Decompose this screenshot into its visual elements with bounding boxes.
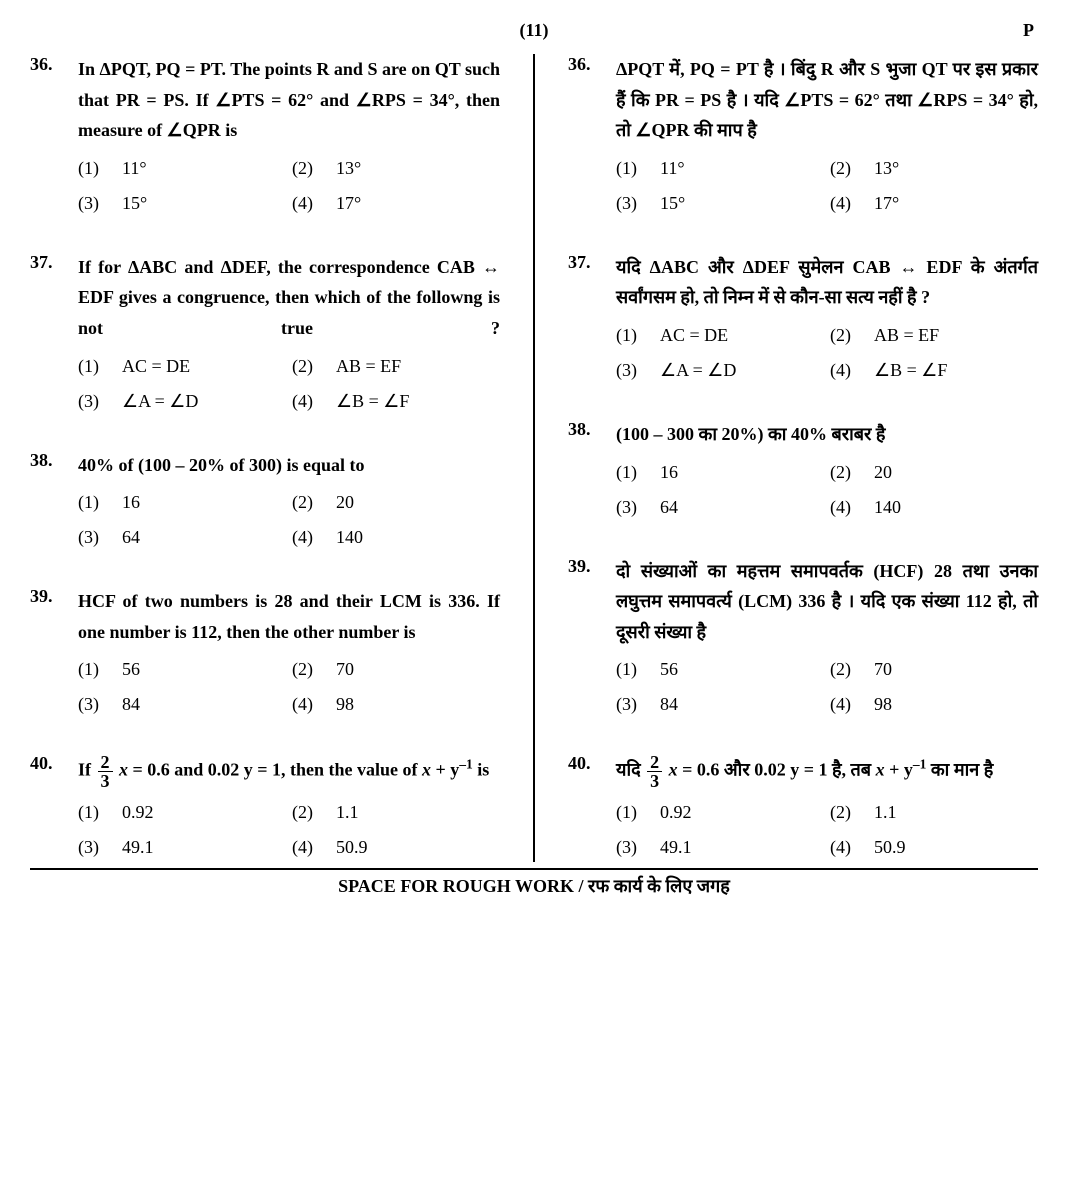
option-2: (2)1.1 bbox=[292, 802, 500, 823]
option-2: (2)13° bbox=[830, 158, 1038, 179]
question-number: 38. bbox=[568, 419, 616, 518]
page-number: (11) bbox=[520, 20, 549, 41]
option-2: (2)AB = EF bbox=[830, 325, 1038, 346]
question-text: HCF of two numbers is 28 and their LCM i… bbox=[78, 586, 500, 647]
question-text: 40% of (100 – 20% of 300) is equal to bbox=[78, 450, 500, 481]
question-39-en: 39. HCF of two numbers is 28 and their L… bbox=[30, 586, 500, 715]
option-1: (1)0.92 bbox=[616, 802, 824, 823]
question-39-hi: 39. दो संख्याओं का महत्तम समापवर्तक (HCF… bbox=[568, 556, 1038, 716]
option-3: (3)∠A = ∠D bbox=[78, 391, 286, 412]
question-number: 37. bbox=[568, 252, 616, 381]
question-37-en: 37. If for ΔABC and ΔDEF, the correspond… bbox=[30, 252, 500, 412]
option-3: (3)49.1 bbox=[616, 837, 824, 858]
right-column: 36. ΔPQT में, PQ = PT है । बिंदु R और S … bbox=[568, 54, 1038, 862]
question-number: 39. bbox=[30, 586, 78, 715]
question-number: 38. bbox=[30, 450, 78, 549]
option-3: (3)15° bbox=[78, 193, 286, 214]
question-38-hi: 38. (100 – 300 का 20%) का 40% बराबर है (… bbox=[568, 419, 1038, 518]
option-1: (1)0.92 bbox=[78, 802, 286, 823]
question-36-hi: 36. ΔPQT में, PQ = PT है । बिंदु R और S … bbox=[568, 54, 1038, 214]
option-4: (4)140 bbox=[292, 527, 500, 548]
option-2: (2)20 bbox=[292, 492, 500, 513]
option-3: (3)64 bbox=[616, 497, 824, 518]
option-4: (4)∠B = ∠F bbox=[830, 360, 1038, 381]
question-text: If 23 x = 0.6 and 0.02 y = 1, then the v… bbox=[78, 753, 500, 790]
option-3: (3)15° bbox=[616, 193, 824, 214]
question-number: 36. bbox=[568, 54, 616, 214]
option-3: (3)84 bbox=[78, 694, 286, 715]
option-3: (3)49.1 bbox=[78, 837, 286, 858]
option-4: (4)17° bbox=[292, 193, 500, 214]
column-divider bbox=[533, 54, 535, 862]
option-4: (4)∠B = ∠F bbox=[292, 391, 500, 412]
question-37-hi: 37. यदि ΔABC और ΔDEF सुमेलन CAB ↔ EDF के… bbox=[568, 252, 1038, 381]
question-number: 37. bbox=[30, 252, 78, 412]
option-1: (1)11° bbox=[616, 158, 824, 179]
option-3: (3)64 bbox=[78, 527, 286, 548]
option-2: (2)20 bbox=[830, 462, 1038, 483]
option-3: (3)∠A = ∠D bbox=[616, 360, 824, 381]
option-4: (4)98 bbox=[292, 694, 500, 715]
question-38-en: 38. 40% of (100 – 20% of 300) is equal t… bbox=[30, 450, 500, 549]
option-1: (1)56 bbox=[616, 659, 824, 680]
option-2: (2)AB = EF bbox=[292, 356, 500, 377]
question-40-hi: 40. यदि 23 x = 0.6 और 0.02 y = 1 है, तब … bbox=[568, 753, 1038, 858]
question-40-en: 40. If 23 x = 0.6 and 0.02 y = 1, then t… bbox=[30, 753, 500, 858]
question-number: 39. bbox=[568, 556, 616, 716]
rough-work-label: SPACE FOR ROUGH WORK / रफ कार्य के लिए ज… bbox=[30, 868, 1038, 898]
question-text: In ΔPQT, PQ = PT. The points R and S are… bbox=[78, 54, 500, 146]
page-letter: P bbox=[1023, 20, 1034, 41]
question-number: 40. bbox=[30, 753, 78, 858]
option-1: (1)AC = DE bbox=[78, 356, 286, 377]
question-number: 40. bbox=[568, 753, 616, 858]
option-1: (1)11° bbox=[78, 158, 286, 179]
option-3: (3)84 bbox=[616, 694, 824, 715]
option-2: (2)70 bbox=[292, 659, 500, 680]
option-1: (1)AC = DE bbox=[616, 325, 824, 346]
option-1: (1)16 bbox=[616, 462, 824, 483]
question-text: यदि 23 x = 0.6 और 0.02 y = 1 है, तब x + … bbox=[616, 753, 1038, 790]
option-4: (4)50.9 bbox=[292, 837, 500, 858]
question-text: दो संख्याओं का महत्तम समापवर्तक (HCF) 28… bbox=[616, 556, 1038, 648]
question-text: यदि ΔABC और ΔDEF सुमेलन CAB ↔ EDF के अंत… bbox=[616, 252, 1038, 313]
option-1: (1)56 bbox=[78, 659, 286, 680]
question-text: ΔPQT में, PQ = PT है । बिंदु R और S भुजा… bbox=[616, 54, 1038, 146]
option-2: (2)13° bbox=[292, 158, 500, 179]
question-text: (100 – 300 का 20%) का 40% बराबर है bbox=[616, 419, 1038, 450]
option-4: (4)140 bbox=[830, 497, 1038, 518]
left-column: 36. In ΔPQT, PQ = PT. The points R and S… bbox=[30, 54, 500, 862]
question-number: 36. bbox=[30, 54, 78, 214]
question-36-en: 36. In ΔPQT, PQ = PT. The points R and S… bbox=[30, 54, 500, 214]
option-4: (4)17° bbox=[830, 193, 1038, 214]
option-4: (4)50.9 bbox=[830, 837, 1038, 858]
option-2: (2)70 bbox=[830, 659, 1038, 680]
option-4: (4)98 bbox=[830, 694, 1038, 715]
option-2: (2)1.1 bbox=[830, 802, 1038, 823]
question-text: If for ΔABC and ΔDEF, the correspondence… bbox=[78, 252, 500, 344]
option-1: (1)16 bbox=[78, 492, 286, 513]
